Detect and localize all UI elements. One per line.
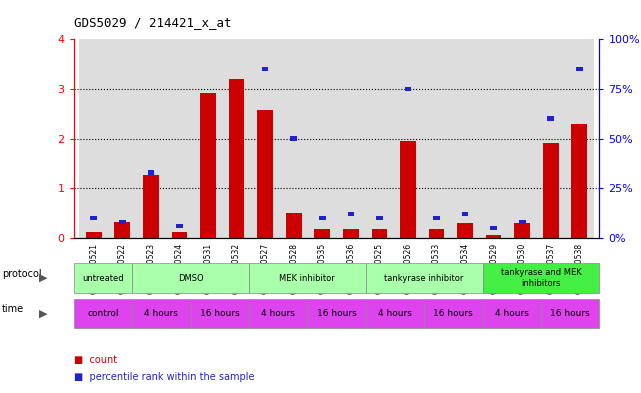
Bar	[404, 87, 412, 91]
Bar	[194, 39, 222, 238]
Bar	[262, 67, 269, 71]
Bar	[365, 39, 394, 238]
Text: tankyrase and MEK
inhibitors: tankyrase and MEK inhibitors	[501, 268, 581, 288]
Bar	[90, 216, 97, 220]
Text: 4 hours: 4 hours	[495, 309, 529, 318]
Text: DMSO: DMSO	[178, 274, 203, 283]
Bar	[119, 220, 126, 224]
Bar	[172, 232, 187, 238]
Text: ▶: ▶	[39, 273, 48, 283]
Bar	[79, 39, 108, 238]
Text: time: time	[2, 305, 24, 314]
Bar	[251, 39, 279, 238]
Bar	[490, 226, 497, 230]
Bar	[429, 229, 444, 238]
Bar	[314, 229, 330, 238]
Bar	[115, 222, 130, 238]
Bar	[308, 39, 337, 238]
Bar	[543, 143, 558, 238]
Bar	[233, 21, 240, 26]
Bar	[433, 216, 440, 220]
Text: 16 hours: 16 hours	[433, 309, 473, 318]
Bar	[343, 229, 359, 238]
Bar	[457, 223, 473, 238]
Bar	[257, 110, 273, 238]
Bar	[137, 39, 165, 238]
Bar	[372, 230, 387, 238]
Text: 16 hours: 16 hours	[200, 309, 240, 318]
Text: ■  count: ■ count	[74, 354, 117, 365]
Bar	[508, 39, 537, 238]
Bar	[279, 39, 308, 238]
Text: ■  percentile rank within the sample: ■ percentile rank within the sample	[74, 372, 254, 382]
Text: control: control	[87, 309, 119, 318]
Text: 4 hours: 4 hours	[378, 309, 412, 318]
Bar	[537, 39, 565, 238]
Bar	[486, 235, 501, 238]
Text: 4 hours: 4 hours	[144, 309, 178, 318]
Bar	[165, 39, 194, 238]
Bar	[547, 116, 554, 121]
Text: 16 hours: 16 hours	[550, 309, 590, 318]
Bar	[451, 39, 479, 238]
Bar	[108, 39, 137, 238]
Bar	[519, 220, 526, 224]
Bar	[422, 39, 451, 238]
Bar	[86, 232, 101, 238]
Bar	[229, 79, 244, 238]
Text: 4 hours: 4 hours	[261, 309, 295, 318]
Text: ▶: ▶	[39, 309, 48, 318]
Bar	[143, 175, 159, 238]
Bar	[176, 224, 183, 228]
Bar	[376, 216, 383, 220]
Text: GDS5029 / 214421_x_at: GDS5029 / 214421_x_at	[74, 17, 231, 29]
Bar	[319, 216, 326, 220]
Bar	[222, 39, 251, 238]
Bar	[479, 39, 508, 238]
Bar	[286, 213, 301, 238]
Bar	[394, 39, 422, 238]
Bar	[576, 67, 583, 71]
Bar	[347, 212, 354, 216]
Bar	[204, 27, 212, 31]
Bar	[400, 141, 416, 238]
Text: 16 hours: 16 hours	[317, 309, 356, 318]
Text: untreated: untreated	[82, 274, 124, 283]
Bar	[147, 170, 154, 174]
Bar	[565, 39, 594, 238]
Bar	[337, 39, 365, 238]
Bar	[290, 136, 297, 141]
Text: protocol: protocol	[2, 269, 42, 279]
Bar	[462, 212, 469, 216]
Bar	[514, 223, 530, 238]
Text: tankyrase inhibitor: tankyrase inhibitor	[385, 274, 464, 283]
Text: MEK inhibitor: MEK inhibitor	[279, 274, 335, 283]
Bar	[200, 93, 216, 238]
Bar	[572, 124, 587, 238]
